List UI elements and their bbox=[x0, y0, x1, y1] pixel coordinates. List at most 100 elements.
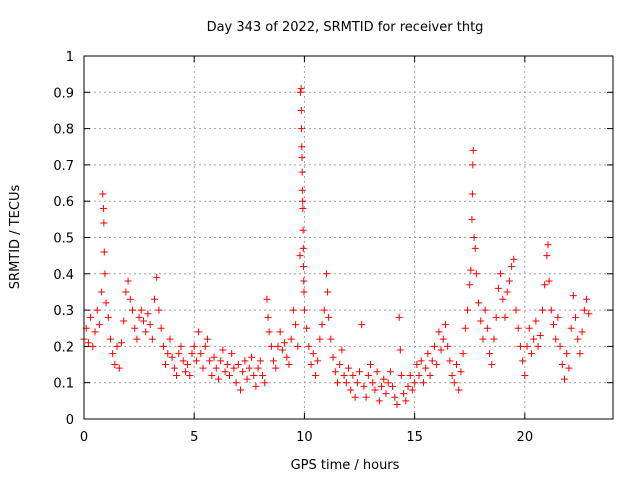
data-point bbox=[415, 371, 423, 379]
data-point bbox=[325, 313, 333, 321]
data-point bbox=[338, 346, 346, 354]
data-point bbox=[477, 317, 485, 325]
data-point bbox=[201, 342, 209, 350]
data-point bbox=[245, 364, 253, 372]
data-point bbox=[580, 306, 588, 314]
data-point bbox=[510, 255, 518, 263]
data-point bbox=[188, 350, 196, 358]
data-point bbox=[153, 273, 161, 281]
data-point bbox=[234, 361, 242, 369]
data-point bbox=[422, 364, 430, 372]
data-point bbox=[488, 361, 496, 369]
data-point bbox=[527, 350, 535, 358]
data-point bbox=[155, 306, 163, 314]
data-point bbox=[117, 339, 125, 347]
chart-title: Day 343 of 2022, SRMTID for receiver tht… bbox=[207, 20, 484, 35]
data-point bbox=[469, 161, 477, 169]
data-point bbox=[221, 368, 229, 376]
data-point bbox=[241, 357, 249, 365]
data-point bbox=[439, 335, 447, 343]
data-point bbox=[549, 321, 557, 329]
data-point bbox=[109, 350, 117, 358]
data-point bbox=[137, 306, 145, 314]
plot-frame bbox=[83, 55, 614, 420]
data-point bbox=[190, 342, 198, 350]
data-point bbox=[256, 357, 264, 365]
data-point bbox=[298, 168, 306, 176]
data-point bbox=[479, 335, 487, 343]
data-point bbox=[397, 371, 405, 379]
data-point bbox=[311, 371, 319, 379]
data-point bbox=[212, 364, 220, 372]
data-point bbox=[316, 335, 324, 343]
data-point bbox=[203, 335, 211, 343]
data-point bbox=[572, 313, 580, 321]
data-point bbox=[272, 364, 280, 372]
y-tick-label: 0.1 bbox=[53, 377, 74, 392]
data-point bbox=[459, 350, 467, 358]
data-point bbox=[453, 361, 461, 369]
data-point bbox=[552, 335, 560, 343]
data-point bbox=[585, 310, 593, 318]
data-point bbox=[248, 353, 256, 361]
data-point bbox=[184, 361, 192, 369]
data-point bbox=[345, 364, 352, 372]
data-point bbox=[494, 284, 502, 292]
data-point bbox=[314, 357, 322, 365]
y-tick-label: 0.8 bbox=[53, 123, 74, 138]
data-point bbox=[426, 371, 434, 379]
data-point bbox=[300, 277, 308, 285]
data-point bbox=[210, 353, 218, 361]
data-point bbox=[340, 371, 348, 379]
data-point bbox=[349, 371, 357, 379]
data-point bbox=[299, 204, 307, 212]
data-point bbox=[239, 368, 247, 376]
data-point bbox=[380, 375, 388, 383]
x-axis-label: GPS time / hours bbox=[291, 458, 400, 473]
data-point bbox=[428, 357, 436, 365]
data-point bbox=[534, 342, 542, 350]
y-tick-label: 0.4 bbox=[53, 268, 74, 283]
data-point bbox=[140, 317, 148, 325]
data-point bbox=[168, 353, 176, 361]
data-point bbox=[104, 313, 112, 321]
data-point bbox=[408, 386, 416, 394]
data-point bbox=[100, 248, 108, 256]
data-point bbox=[148, 335, 156, 343]
data-point bbox=[351, 393, 359, 401]
data-point bbox=[305, 342, 313, 350]
data-point bbox=[492, 313, 500, 321]
data-point bbox=[336, 361, 344, 369]
data-point bbox=[274, 342, 282, 350]
data-point bbox=[475, 299, 483, 307]
data-point bbox=[298, 125, 306, 133]
data-point bbox=[230, 364, 238, 372]
data-point bbox=[120, 317, 128, 325]
data-point bbox=[195, 328, 203, 336]
data-point bbox=[461, 324, 469, 332]
data-point bbox=[285, 361, 293, 369]
data-point bbox=[225, 371, 233, 379]
data-point bbox=[497, 270, 505, 278]
data-point bbox=[371, 386, 379, 394]
data-point bbox=[98, 288, 106, 296]
data-point bbox=[179, 357, 187, 365]
data-point bbox=[318, 321, 326, 329]
data-point bbox=[133, 335, 141, 343]
data-point bbox=[516, 342, 524, 350]
data-point bbox=[389, 382, 397, 390]
data-point bbox=[404, 382, 412, 390]
data-point bbox=[292, 321, 300, 329]
data-point bbox=[101, 270, 109, 278]
data-point bbox=[455, 386, 463, 394]
data-point bbox=[583, 295, 591, 303]
data-point bbox=[543, 252, 551, 260]
data-point bbox=[541, 281, 549, 289]
data-point bbox=[490, 335, 498, 343]
data-point bbox=[369, 379, 377, 387]
data-point bbox=[289, 306, 297, 314]
data-point bbox=[177, 342, 185, 350]
y-axis-label: SRMTID / TECUs bbox=[8, 185, 23, 290]
data-point bbox=[270, 357, 278, 365]
